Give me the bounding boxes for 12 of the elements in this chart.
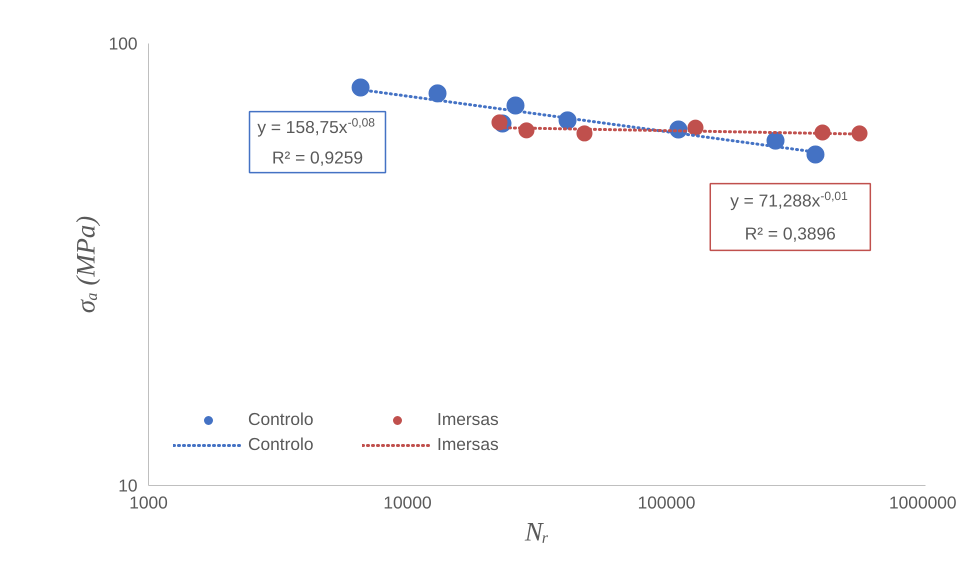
y-axis-title: σₐ (MPa) (70, 216, 101, 314)
legend-label: Controlo (248, 409, 314, 430)
y-tick-label: 10 (118, 476, 138, 496)
x-axis-title: Nᵣ (524, 516, 550, 546)
x-tick-label: 1000000 (889, 492, 956, 512)
x-tick-label: 100000 (638, 492, 696, 512)
legend-label: Imersas (437, 409, 500, 430)
y-tick-label: 100 (108, 34, 138, 54)
x-tick-label: 10000 (383, 492, 432, 512)
x-tick-label: 1000 (129, 492, 168, 512)
legend-label: Controlo (248, 434, 314, 455)
legend-label: Imersas (437, 434, 500, 455)
